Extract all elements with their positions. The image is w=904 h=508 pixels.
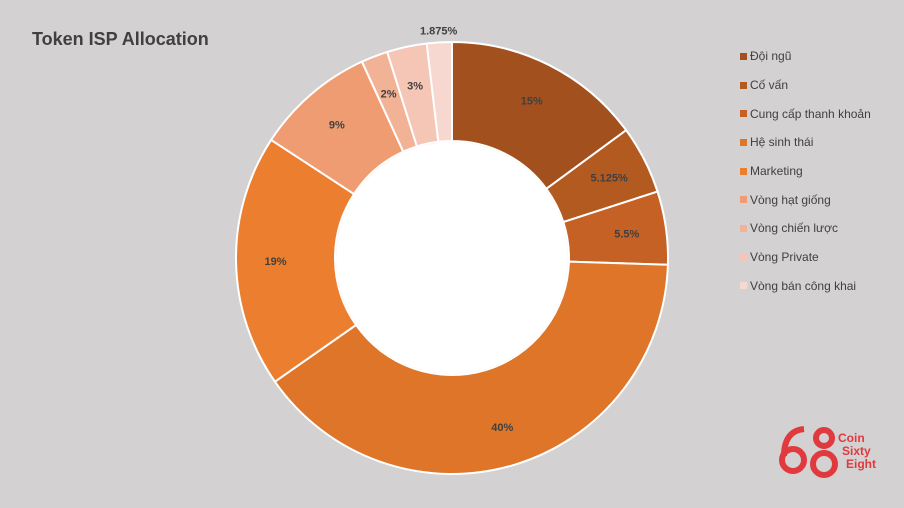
legend-swatch (740, 253, 747, 261)
legend-label: Vòng hạt giống (750, 192, 831, 207)
slice-data-label: 9% (329, 119, 345, 131)
chart-title: Token ISP Allocation (32, 29, 209, 49)
legend: Đội ngũ Cố vấn Cung cấp thanh khoản Hệ sinh… (740, 42, 871, 300)
legend-swatch (740, 224, 747, 232)
legend-label: Vòng bán công khai (750, 278, 857, 293)
donut-slice (273, 260, 669, 475)
legend-item: Vòng hạt giống (740, 185, 871, 214)
logo-text-line: Eight (846, 457, 876, 471)
legend-label: Vòng Private (750, 250, 819, 265)
logo-text-line: Coin (838, 431, 865, 445)
donut-slice (425, 40, 453, 143)
slice-data-label: 40% (491, 422, 513, 434)
legend-swatch (740, 110, 747, 118)
legend-label: Vòng chiến lược (750, 221, 838, 236)
legend-swatch (740, 167, 747, 175)
legend-item: Vòng bán công khai (740, 272, 871, 301)
logo-stroke (779, 446, 807, 474)
legend-swatch (740, 282, 747, 290)
slice-data-label: 19% (265, 256, 287, 268)
logo-text-line: Sixty (842, 444, 871, 458)
logo-stroke (810, 450, 838, 478)
legend-swatch (740, 196, 747, 204)
legend-item: Đội ngũ (740, 42, 871, 71)
legend-label: Cố vấn (750, 78, 789, 93)
slice-data-label: 5.5% (614, 228, 639, 240)
logo-mark (779, 426, 838, 478)
legend-item: Hệ sinh thái (740, 128, 871, 157)
legend-swatch (740, 81, 747, 89)
slice-data-label: 3% (407, 80, 423, 92)
legend-label: Hệ sinh thái (750, 135, 814, 150)
legend-label: Cung cấp thanh khoản (750, 106, 871, 121)
legend-item: Vòng chiến lược (740, 214, 871, 243)
donut-slice (235, 138, 358, 384)
legend-item: Cung cấp thanh khoản (740, 99, 871, 128)
legend-label: Marketing (750, 164, 803, 179)
legend-item: Marketing (740, 157, 871, 186)
legend-item: Vòng Private (740, 243, 871, 272)
slice-data-label: 15% (521, 96, 543, 108)
slice-data-label: 5.125% (590, 173, 628, 185)
legend-item: Cố vấn (740, 71, 871, 100)
legend-swatch (740, 138, 747, 146)
logo-stroke (813, 427, 835, 449)
legend-swatch (740, 52, 747, 60)
donut-hole (336, 142, 568, 374)
slice-data-label: 1.875% (420, 25, 458, 37)
legend-label: Đội ngũ (750, 49, 792, 64)
slice-data-label: 2% (381, 88, 397, 100)
logo-stroke (781, 426, 805, 457)
